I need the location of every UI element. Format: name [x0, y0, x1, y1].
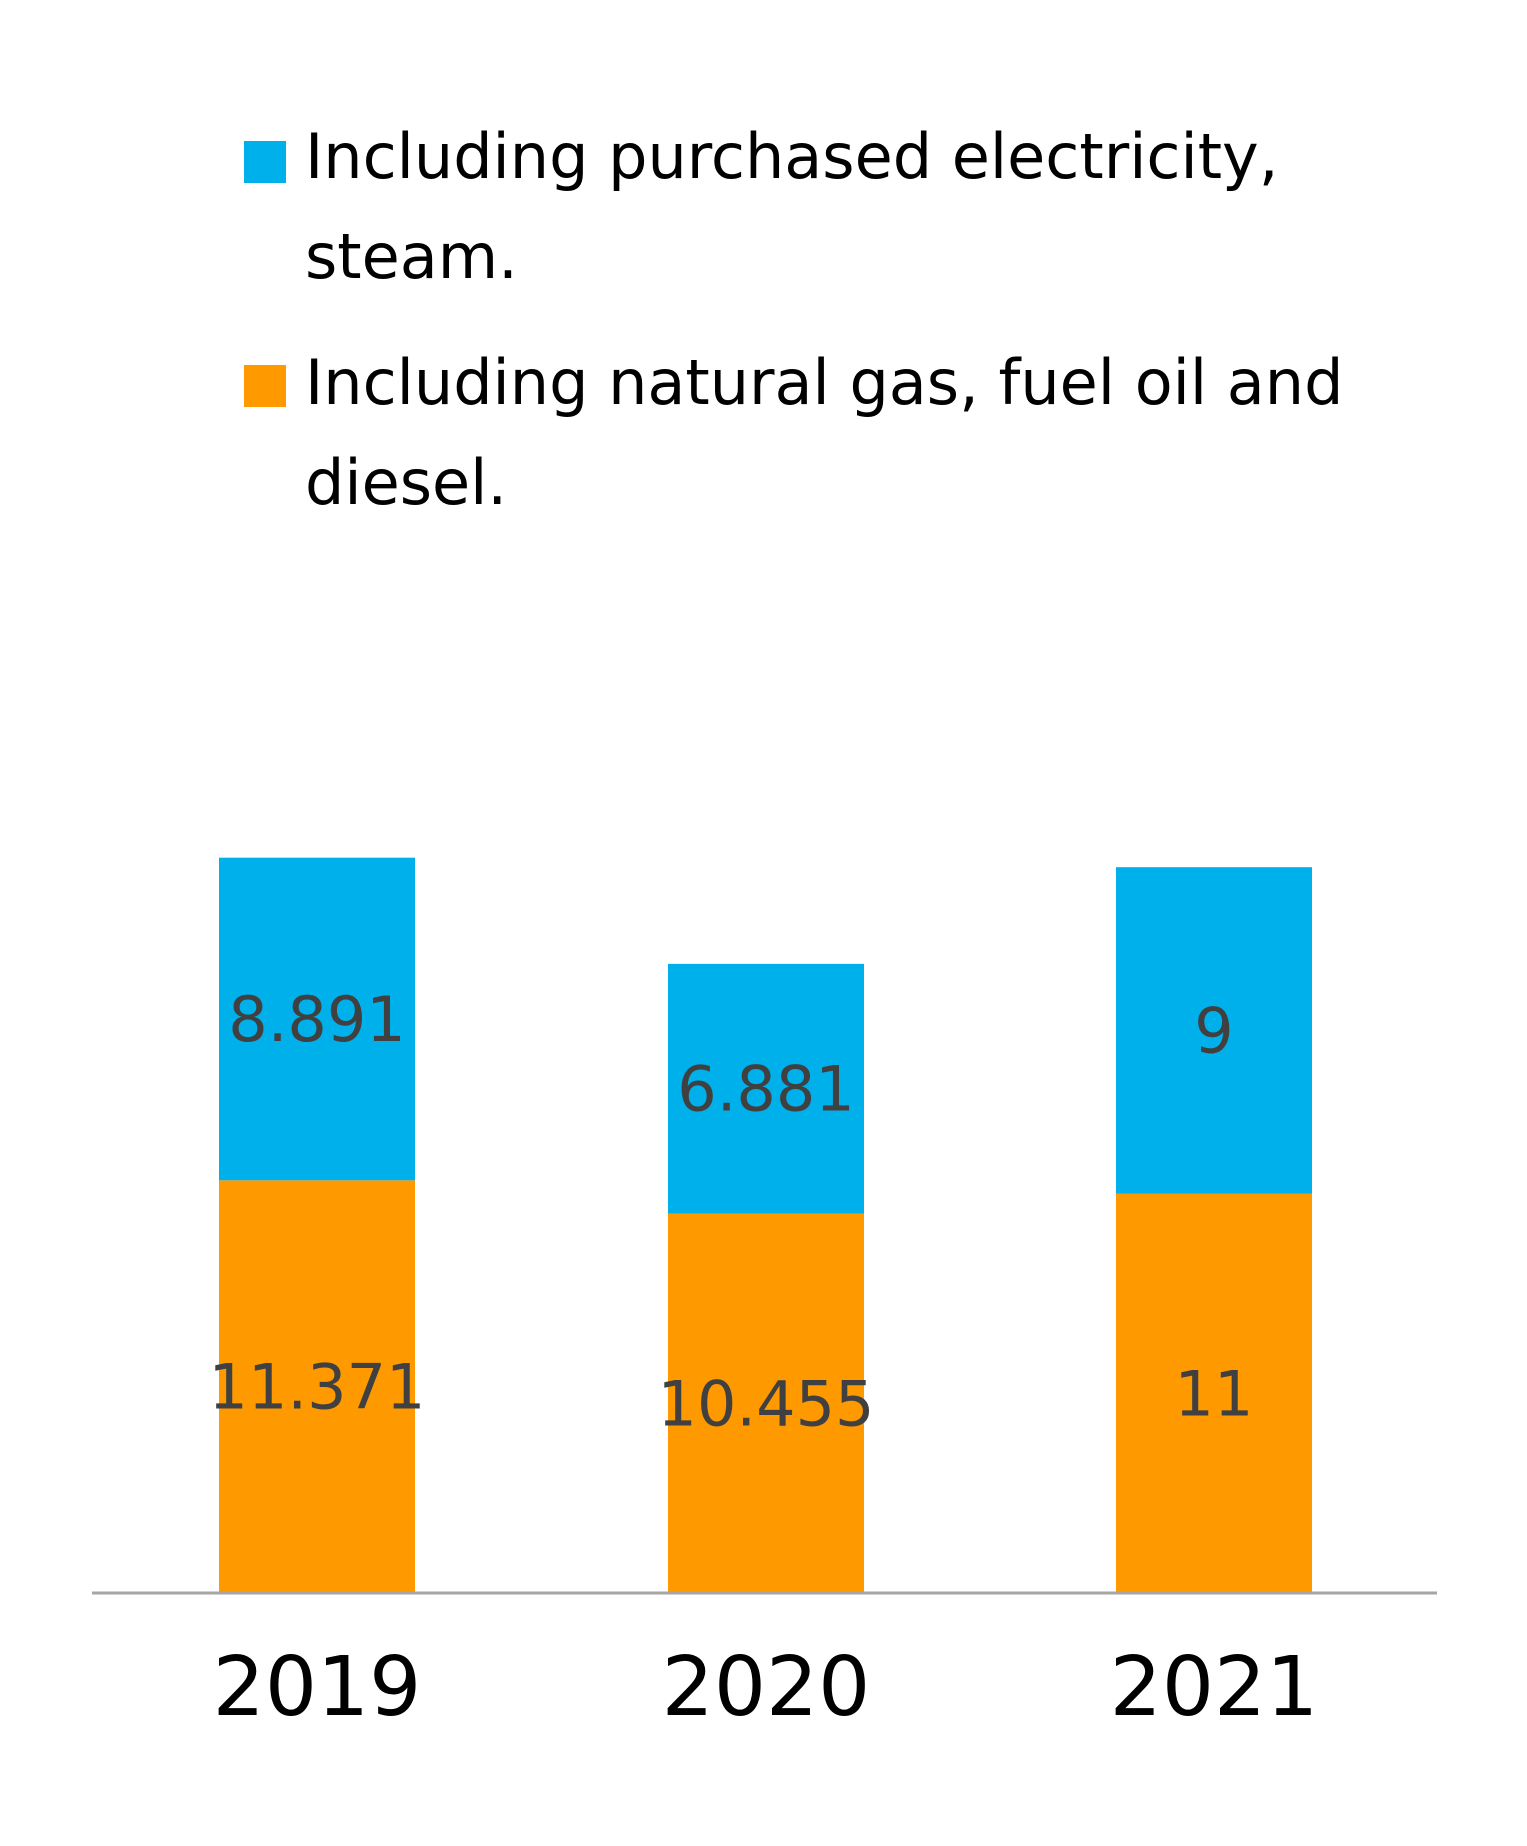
legend-entry: Including natural gas, fuel oil and diese…	[305, 346, 1343, 519]
legend-swatch	[244, 141, 286, 183]
bar-segment	[219, 1180, 415, 1593]
legend-entry-line: Including natural gas, fuel oil and	[305, 346, 1343, 419]
bar-segment	[668, 1213, 864, 1593]
legend-entry-line: diesel.	[305, 446, 507, 519]
x-tick-label: 2020	[662, 1640, 871, 1735]
legend-entry-line: steam.	[305, 220, 518, 293]
bar-value-label: 8.891	[228, 983, 406, 1056]
bar-value-label: 11.371	[209, 1351, 426, 1424]
bar-value-label: 9	[1194, 994, 1233, 1067]
x-axis-tick-labels: 2019 2020 2021	[213, 1640, 1319, 1735]
bar-value-label: 11	[1175, 1357, 1254, 1430]
bars	[219, 857, 1312, 1593]
legend: Including purchased electricity, steam.In…	[244, 120, 1343, 519]
legend-entry-line: Including purchased electricity,	[305, 120, 1278, 193]
bar-segment	[219, 857, 415, 1181]
bar-segment	[1116, 867, 1312, 1194]
x-tick-label: 2019	[213, 1640, 422, 1735]
bar-value-label: 6.881	[677, 1053, 855, 1126]
data-labels: 11.371 8.891 10.455 6.881 11 9	[209, 983, 1254, 1440]
x-tick-label: 2021	[1110, 1640, 1319, 1735]
legend-entry: Including purchased electricity, steam.	[305, 120, 1278, 293]
legend-swatch	[244, 365, 286, 407]
bar-segment	[668, 963, 864, 1214]
bar-segment	[1116, 1193, 1312, 1593]
bar-value-label: 10.455	[658, 1367, 875, 1440]
